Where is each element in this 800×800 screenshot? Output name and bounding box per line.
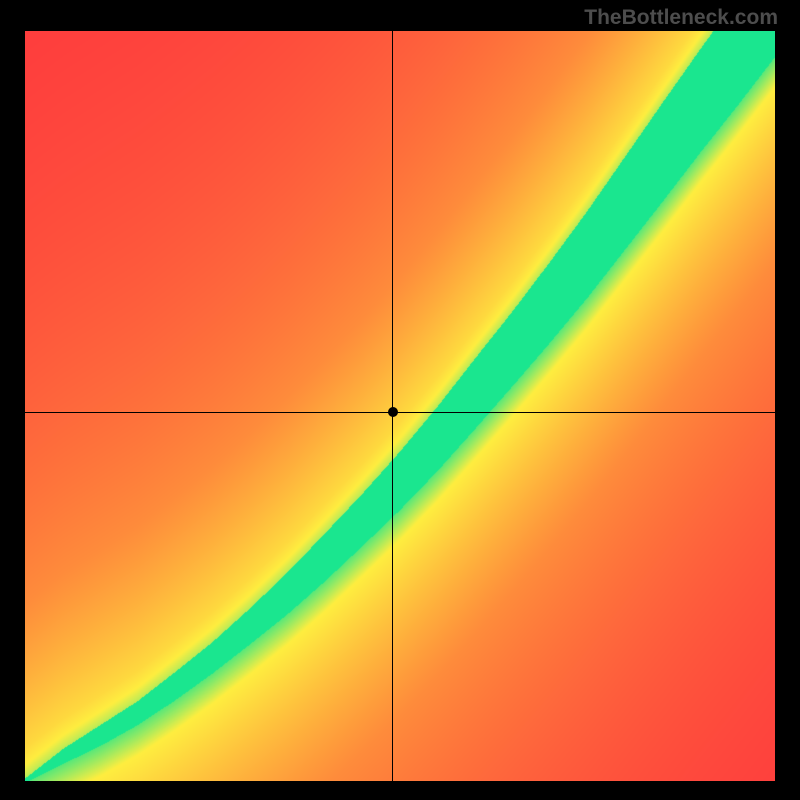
chart-container: TheBottleneck.com: [0, 0, 800, 800]
crosshair-vertical: [392, 31, 393, 781]
watermark: TheBottleneck.com: [584, 6, 778, 30]
crosshair-horizontal: [25, 412, 775, 413]
bottleneck-heatmap: [25, 31, 775, 781]
crosshair-marker: [388, 407, 398, 417]
